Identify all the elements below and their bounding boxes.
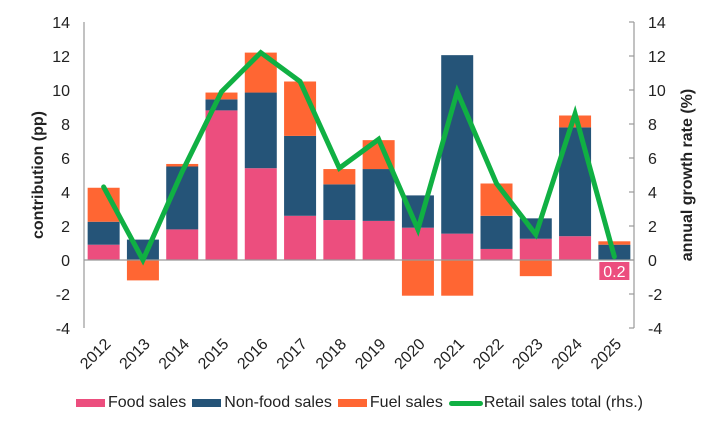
y2-tick-label: 0: [648, 253, 657, 270]
left-tick-labels: -4 -2 0 2 4 6 8 10 12 14: [52, 15, 70, 338]
y2-tick-label: 14: [648, 15, 666, 32]
legend-swatch-food: [76, 399, 105, 407]
bar-non-food-sales-2021: [441, 55, 474, 234]
legend-label-nonfood: Non-food sales: [224, 394, 332, 411]
y-tick-label: 10: [52, 83, 70, 100]
y2-axis-title: annual growth rate (%): [679, 89, 696, 261]
legend-item-nonfood: Non-food sales: [192, 394, 332, 412]
bar-fuel-sales-2020: [401, 260, 434, 296]
legend-label-retail: Retail sales total (rhs.): [483, 394, 643, 411]
legend-swatch-retail: [448, 400, 483, 406]
legend: Food sales Non-food sales Fuel sales Ret…: [0, 394, 719, 412]
x-tick-label: 2024: [549, 336, 586, 373]
bar-non-food-sales-2012: [87, 221, 120, 245]
bar-non-food-sales-2022: [480, 215, 513, 249]
legend-swatch-nonfood: [192, 399, 222, 407]
y2-tick-label: 2: [648, 219, 657, 236]
bar-fuel-sales-2021: [441, 260, 474, 296]
bar-food-sales-2016: [244, 168, 277, 260]
line-retail-sales-total: [101, 49, 617, 266]
y-axis-title: contribution (pp): [30, 111, 47, 239]
bar-non-food-sales-2018: [323, 184, 356, 221]
legend-swatch-fuel: [337, 399, 367, 407]
x-tick-label: 2023: [509, 336, 546, 373]
x-tick-label: 2012: [77, 336, 114, 373]
bar-non-food-sales-2016: [244, 92, 277, 169]
line-layer: [101, 49, 617, 266]
x-tick-label: 2015: [195, 336, 232, 373]
x-tick-label: 2019: [352, 336, 389, 373]
bar-food-sales-2022: [480, 248, 513, 260]
y2-tick-label: -4: [648, 321, 662, 338]
bar-non-food-sales-2017: [284, 135, 317, 216]
annotations: 0.2: [599, 262, 630, 281]
y-tick-label: -4: [56, 321, 70, 338]
bar-food-sales-2017: [284, 215, 317, 260]
bar-food-sales-2018: [323, 220, 356, 260]
x-tick-label: 2014: [156, 336, 193, 373]
x-tick-label: 2021: [431, 336, 468, 373]
data-label-2025: 0.2: [603, 264, 625, 281]
x-tick-label: 2025: [588, 336, 625, 373]
x-tick-label: 2017: [274, 336, 311, 373]
bar-food-sales-2012: [87, 244, 120, 260]
y2-tick-label: 10: [648, 83, 666, 100]
bar-food-sales-2021: [441, 233, 474, 260]
bar-fuel-sales-2013: [126, 260, 159, 281]
right-tick-labels: -4 -2 0 2 4 6 8 10 12 14: [648, 15, 666, 338]
x-tick-label: 2022: [470, 336, 507, 373]
x-tick-label: 2020: [392, 336, 429, 373]
y-tick-label: 6: [61, 151, 70, 168]
right-axis: [629, 21, 635, 329]
x-tick-labels: 2012 2013 2014 2015 2016 2017 2018 2019 2020 2021…: [77, 336, 625, 373]
legend-item-retail: Retail sales total (rhs.): [448, 394, 643, 412]
y-tick-label: 8: [61, 117, 70, 134]
y2-tick-label: 4: [648, 185, 657, 202]
bar-food-sales-2019: [362, 220, 395, 260]
bar-fuel-sales-2023: [519, 260, 552, 277]
legend-label-fuel: Fuel sales: [369, 394, 443, 411]
bar-food-sales-2015: [205, 110, 238, 261]
x-tick-label: 2013: [117, 336, 154, 373]
x-tick-label: 2016: [234, 336, 271, 373]
y-tick-label: 14: [52, 15, 70, 32]
y2-tick-label: 12: [648, 49, 666, 66]
bars-group: [87, 52, 631, 296]
legend-label-food: Food sales: [108, 394, 187, 411]
y-tick-label: 12: [52, 49, 70, 66]
legend-item-fuel: Fuel sales: [337, 394, 443, 412]
bar-fuel-sales-2014: [166, 163, 199, 167]
data-label-bg-2025: [599, 262, 630, 280]
bar-non-food-sales-2015: [205, 99, 238, 111]
bar-fuel-sales-2018: [323, 169, 356, 185]
bar-fuel-sales-2025: [598, 241, 631, 245]
y-tick-label: -2: [56, 287, 70, 304]
y2-tick-label: 6: [648, 151, 657, 168]
y-tick-label: 0: [61, 253, 70, 270]
y2-tick-label: -2: [648, 287, 662, 304]
y2-tick-label: 8: [648, 117, 657, 134]
y-tick-label: 4: [61, 185, 70, 202]
legend-item-food: Food sales: [76, 394, 186, 412]
bar-food-sales-2014: [166, 229, 199, 260]
y-tick-label: 2: [61, 219, 70, 236]
x-tick-label: 2018: [313, 336, 350, 373]
bar-food-sales-2023: [519, 238, 552, 260]
bar-non-food-sales-2019: [362, 169, 395, 221]
bar-food-sales-2024: [559, 236, 592, 260]
